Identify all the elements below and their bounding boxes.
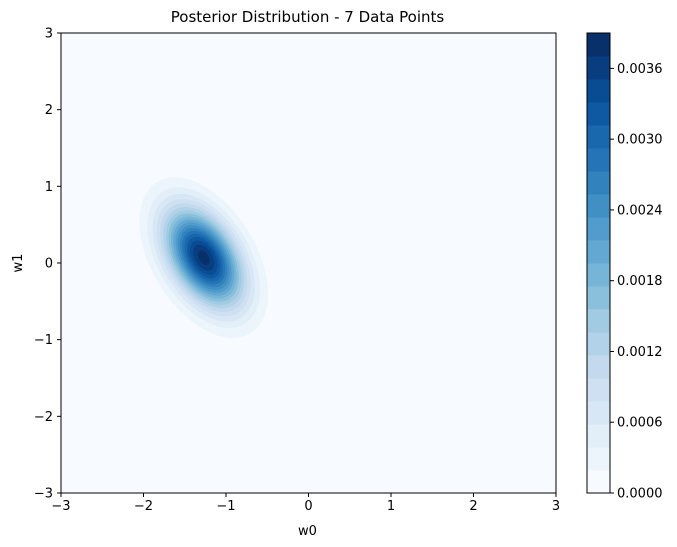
colorbar-swatch	[587, 401, 610, 425]
colorbar-swatch	[587, 217, 610, 241]
colorbar-frame	[586, 32, 611, 494]
x-tick-label: 1	[387, 499, 395, 514]
contour-band-0	[61, 33, 556, 493]
x-tick-label: −3	[51, 499, 70, 514]
colorbar: 0.0000 0.0006 0.0012 0.0018 0.0024 0.0030 0.00…	[586, 32, 663, 502]
colorbar-swatch	[587, 355, 610, 379]
colorbar-swatch	[587, 447, 610, 471]
colorbar-tick-label: 0.0024	[617, 203, 663, 218]
colorbar-swatch	[587, 424, 610, 448]
y-axis-label: w1	[11, 254, 26, 273]
x-axis-label: w0	[298, 524, 317, 539]
y-tick-label: −3	[34, 487, 53, 502]
colorbar-tick-label: 0.0000	[617, 487, 663, 502]
colorbar-swatch	[587, 33, 610, 57]
y-tick-label: 2	[45, 103, 53, 118]
colorbar-swatch	[587, 286, 610, 310]
x-tick-label: 3	[552, 499, 560, 514]
colorbar-tick-label: 0.0036	[617, 62, 663, 77]
colorbar-swatch	[587, 171, 610, 195]
y-tick-label: 1	[45, 180, 53, 195]
y-axis: −3 −2 −1 0 1 2 3	[34, 27, 61, 502]
y-tick-label: −1	[34, 333, 53, 348]
colorbar-swatch	[587, 148, 610, 172]
contour-band-19	[197, 250, 210, 266]
colorbar-swatch	[587, 102, 610, 126]
colorbar-swatch	[587, 194, 610, 218]
x-tick-label: −2	[134, 499, 153, 514]
colorbar-swatch	[587, 56, 610, 80]
x-tick-label: 0	[304, 499, 312, 514]
colorbar-swatch	[587, 470, 610, 494]
colorbar-tick-label: 0.0012	[617, 345, 663, 360]
colorbar-tick-label: 0.0006	[617, 416, 663, 431]
colorbar-swatch	[587, 240, 610, 264]
y-tick-label: 3	[45, 27, 53, 42]
colorbar-swatch	[587, 332, 610, 356]
x-tick-label: 2	[469, 499, 477, 514]
colorbar-swatch	[587, 125, 610, 149]
chart-title: Posterior Distribution - 7 Data Points	[171, 8, 445, 26]
x-axis: −3 −2 −1 0 1 2 3	[51, 493, 560, 514]
x-tick-label: −1	[216, 499, 235, 514]
colorbar-tick-label: 0.0030	[617, 133, 663, 148]
colorbar-swatch	[587, 263, 610, 287]
colorbar-swatch	[587, 309, 610, 333]
colorbar-swatch	[587, 378, 610, 402]
y-tick-label: −2	[34, 410, 53, 425]
colorbar-tick-label: 0.0018	[617, 274, 663, 289]
y-tick-label: 0	[45, 257, 53, 272]
plot-area	[60, 32, 557, 494]
colorbar-swatch	[587, 79, 610, 103]
